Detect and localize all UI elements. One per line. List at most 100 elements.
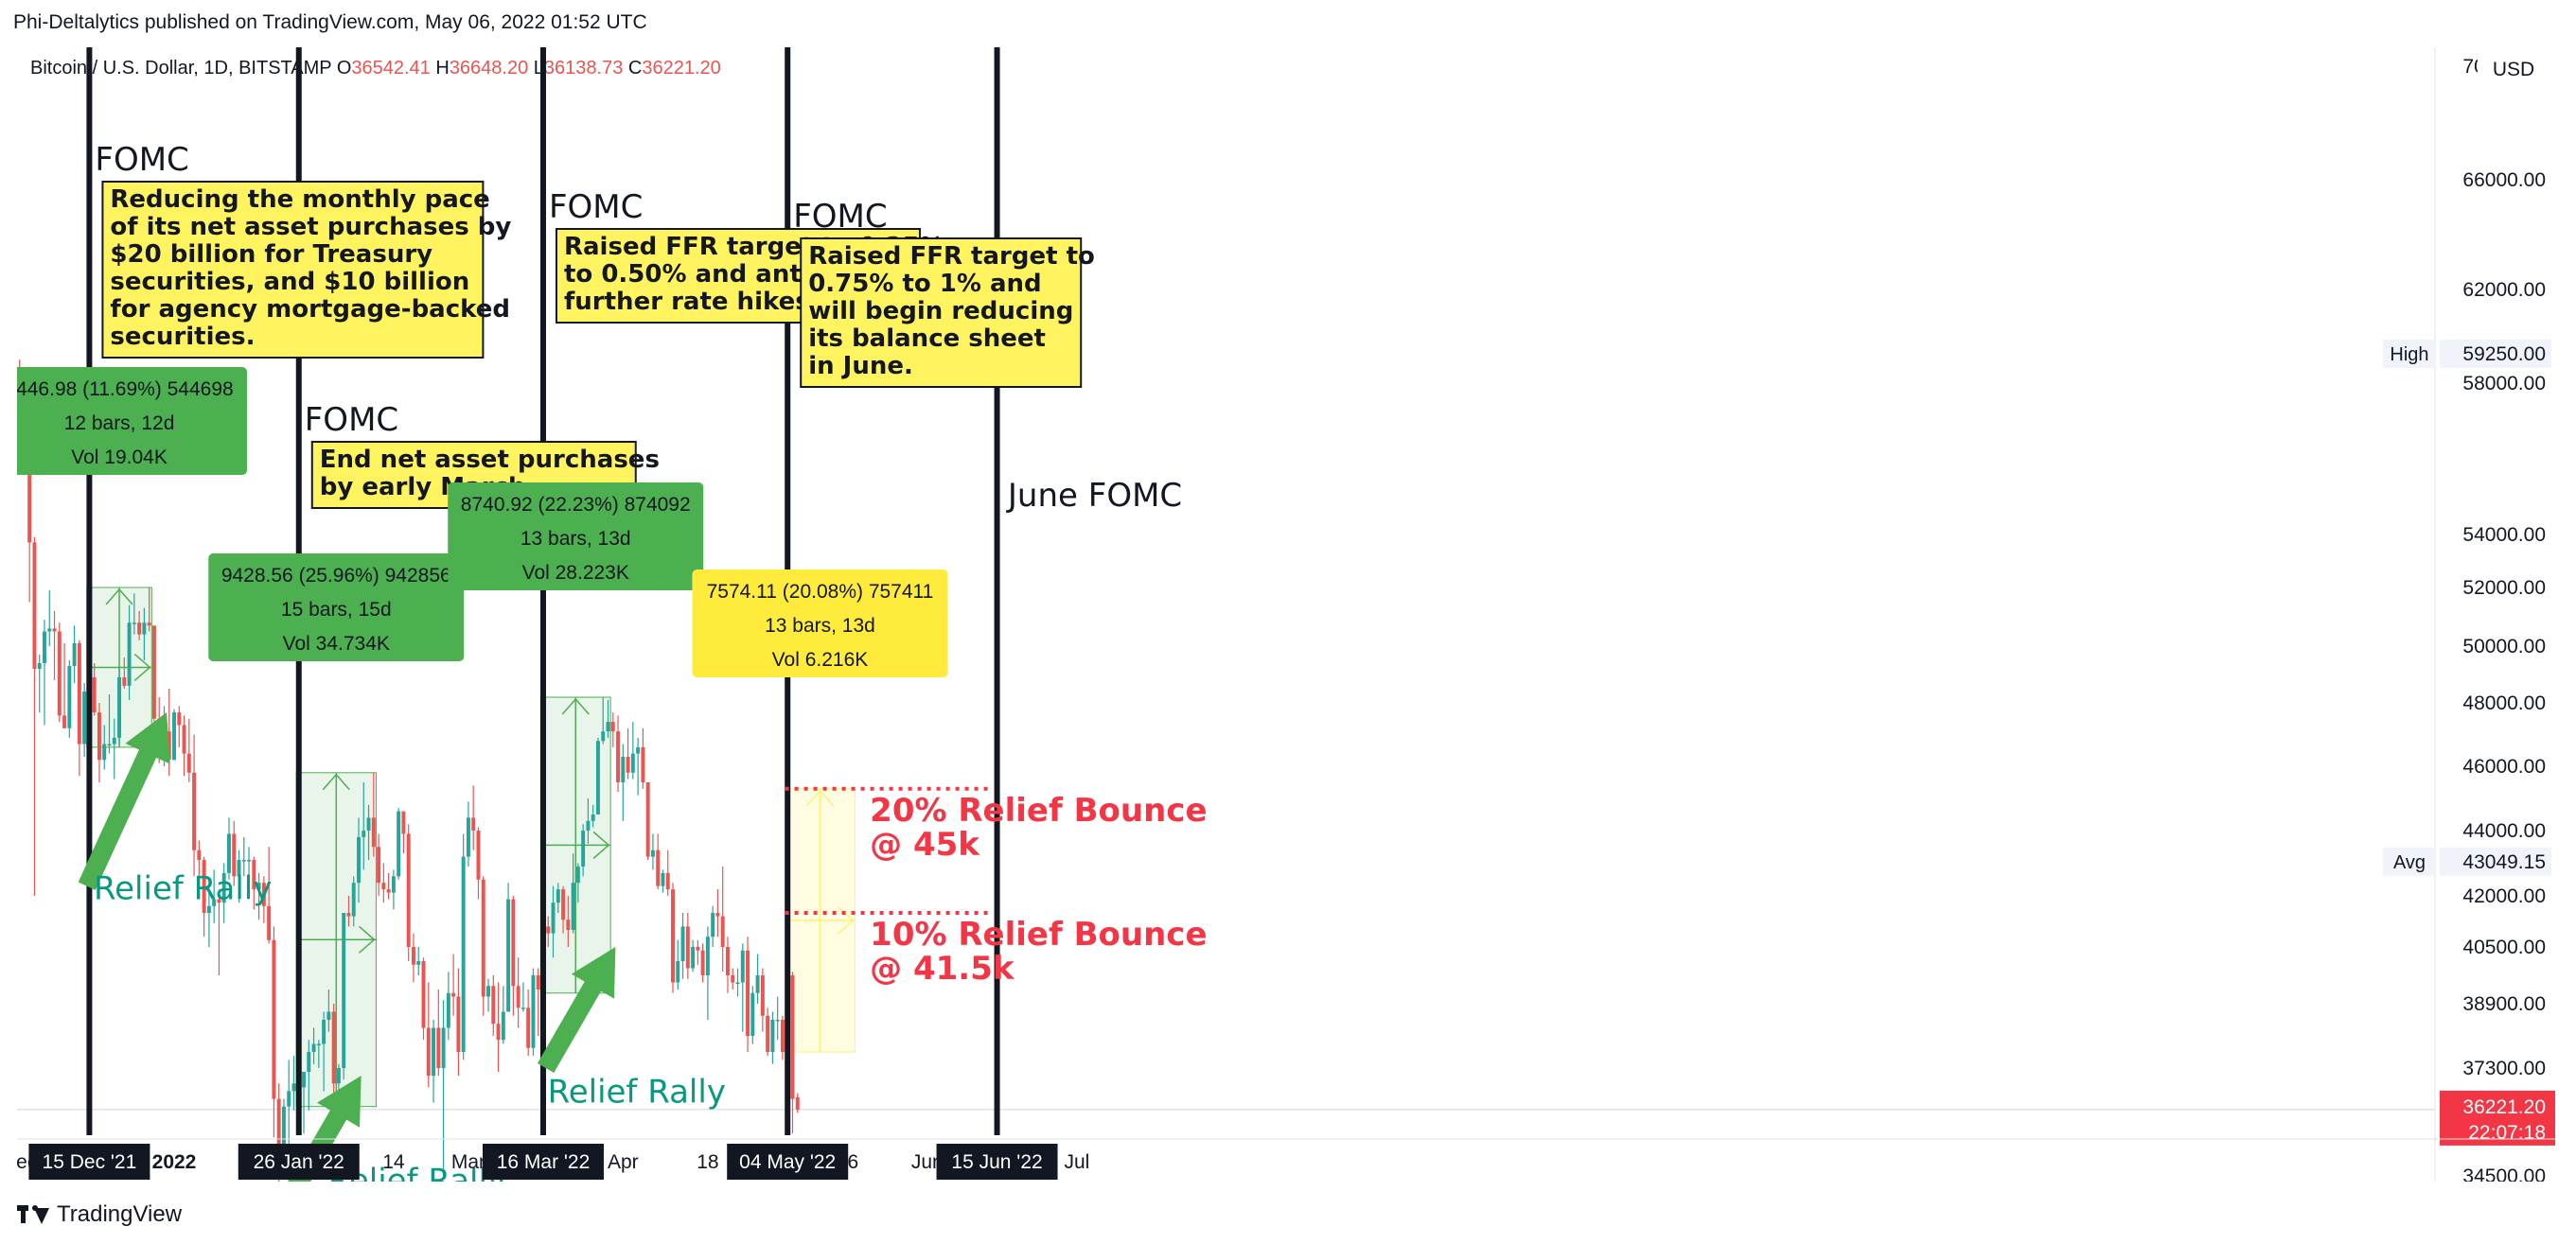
candle-body <box>626 756 630 773</box>
candle <box>575 863 580 903</box>
candle-body <box>650 850 655 857</box>
candle-body <box>725 947 730 975</box>
candle-body <box>206 905 211 913</box>
price-tick-label: 46000.00 <box>2462 756 2546 778</box>
candle <box>357 817 361 903</box>
fomc-note-box <box>101 181 485 359</box>
candle-body <box>486 986 490 997</box>
candle-body <box>760 975 765 1016</box>
candle-body <box>302 1072 307 1088</box>
symbol-name: Bitcoin / U.S. Dollar, 1D, BITSTAMP <box>30 58 337 79</box>
event-date-label: 15 Dec '21 <box>43 1151 137 1173</box>
close-label: C <box>628 58 642 79</box>
time-tick-label: Jun <box>911 1151 944 1173</box>
candle <box>177 706 182 747</box>
candle <box>32 536 37 896</box>
high-label: H <box>435 58 449 79</box>
candle-body <box>147 622 151 626</box>
candle-body <box>122 677 127 686</box>
candle-body <box>267 905 272 940</box>
time-tick-label: 2022 <box>152 1151 197 1173</box>
candle <box>586 798 591 844</box>
price-tick-label: 48000.00 <box>2462 692 2546 714</box>
candlestick-chart[interactable]: Bitcoin / U.S. Dollar, 1D, BITSTAMP O365… <box>17 47 2555 1182</box>
candle-body <box>720 916 725 947</box>
measure-info-box <box>448 482 704 590</box>
candle-body <box>217 899 221 903</box>
candle <box>696 939 700 965</box>
candle <box>237 850 241 903</box>
candle-body <box>451 992 456 997</box>
candle-body <box>112 737 116 745</box>
candle <box>731 968 735 990</box>
chart-frame[interactable]: Bitcoin / U.S. Dollar, 1D, BITSTAMP O365… <box>17 47 2555 1182</box>
candle-body <box>391 876 396 893</box>
candle-body <box>237 860 241 877</box>
relief-rally-arrow <box>78 712 170 890</box>
fomc-note-line: in June. <box>808 352 913 380</box>
candle-body <box>676 961 680 983</box>
price-tick-label: 66000.00 <box>2462 169 2546 191</box>
candle-body <box>755 975 760 993</box>
candle-body <box>746 950 750 1036</box>
fomc-note-line: further rate hikes. <box>564 288 820 316</box>
candle-body <box>665 872 670 890</box>
candle-body <box>731 975 735 983</box>
candle <box>461 833 466 1060</box>
tradingview-logo-icon <box>17 1205 49 1224</box>
candle <box>411 933 415 983</box>
candle <box>307 1040 311 1111</box>
candle <box>127 604 132 700</box>
candle-body <box>37 663 42 669</box>
price-marker-box <box>2440 847 2551 876</box>
candle-body <box>336 1068 341 1084</box>
candle <box>151 625 156 723</box>
candle-body <box>351 883 356 917</box>
price-tick-label: 52000.00 <box>2462 577 2546 599</box>
candle-body <box>32 542 37 669</box>
tradingview-logo[interactable]: TradingView <box>17 1201 182 1228</box>
fomc-note-line: will begin reducing <box>808 297 1073 325</box>
candle-body <box>77 642 81 745</box>
candle <box>511 896 516 1016</box>
candle-body <box>766 1015 770 1052</box>
time-tick-label: 14 <box>382 1151 405 1173</box>
candle <box>650 833 655 870</box>
candle-body <box>595 741 600 815</box>
candle-body <box>182 725 186 754</box>
candle-body <box>366 817 371 831</box>
relief-rally-arrow <box>537 947 616 1073</box>
candle-body <box>630 753 635 773</box>
candle <box>566 896 571 947</box>
candle-body <box>357 836 361 884</box>
candle-body <box>436 1027 441 1068</box>
candle <box>67 660 72 738</box>
candle <box>52 610 57 680</box>
candle <box>397 808 401 880</box>
candle-body <box>696 947 700 951</box>
candle <box>616 715 621 793</box>
candle <box>466 801 470 867</box>
price-marker-tag <box>2383 340 2436 369</box>
candle <box>685 913 690 979</box>
candle-body <box>671 889 675 983</box>
candle-body <box>62 715 67 728</box>
candle <box>326 990 331 1032</box>
candle <box>97 703 101 782</box>
price-tick-label: 50000.00 <box>2462 636 2546 657</box>
candle-body <box>551 902 556 934</box>
relief-rally-label: Relief Rally <box>328 1162 506 1182</box>
fomc-note-line: its balance sheet <box>808 324 1046 353</box>
measure-info-line: 5446.98 (11.69%) 544698 <box>17 378 234 400</box>
candle-body <box>546 926 551 934</box>
candle <box>641 727 645 789</box>
candle <box>47 590 52 646</box>
candle <box>451 954 456 1016</box>
measure-info-line: 13 bars, 13d <box>765 615 875 637</box>
candle <box>536 968 540 1036</box>
candle <box>381 863 386 903</box>
candle-body <box>381 883 386 890</box>
candle-body <box>202 860 206 913</box>
candle-body <box>167 731 171 761</box>
candle-body <box>232 833 237 877</box>
